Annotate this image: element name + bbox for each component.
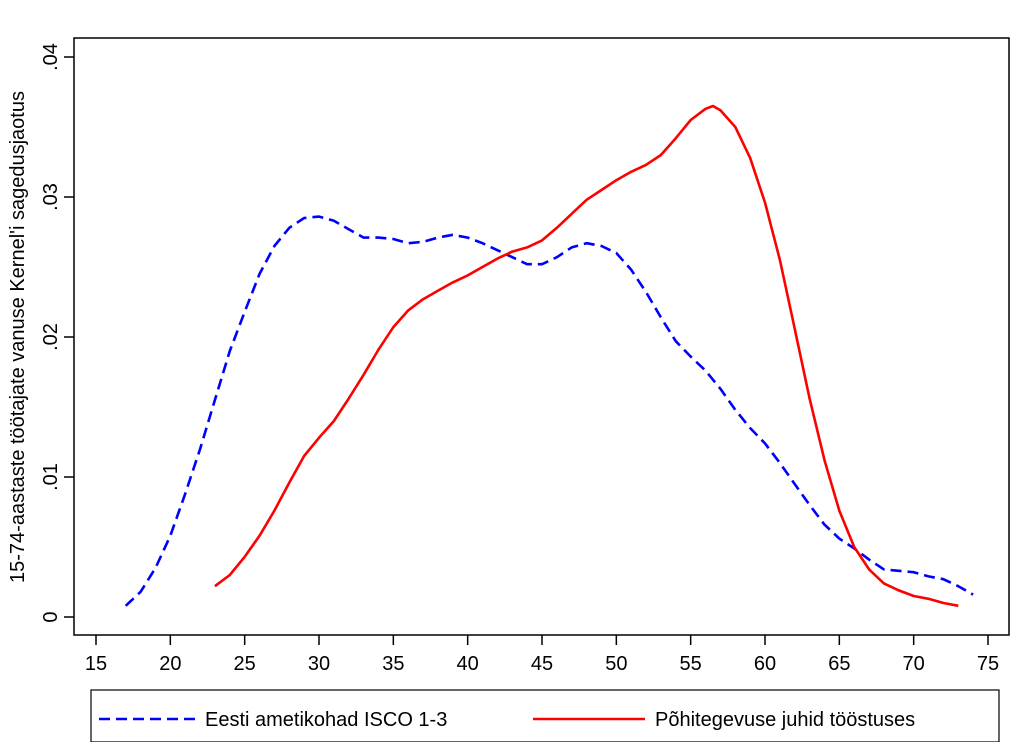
y-tick-label: 0	[40, 611, 62, 622]
x-tick-label: 20	[159, 653, 181, 675]
series-layer	[124, 104, 974, 608]
x-tick-label: 55	[680, 653, 702, 675]
x-tick-label: 60	[754, 653, 776, 675]
x-axis: 15 20 25 30 35 40 45 50 55 60 65 70 75	[85, 635, 999, 675]
x-tick-label: 25	[234, 653, 256, 675]
x-tick-label: 75	[977, 653, 999, 675]
legend-label-1: Põhitegevuse juhid tööstuses	[655, 709, 915, 731]
x-tick-label: 65	[828, 653, 850, 675]
y-tick-label: .04	[40, 43, 62, 71]
x-tick-label: 45	[531, 653, 553, 675]
x-tick-label: 40	[457, 653, 479, 675]
x-tick-label: 15	[85, 653, 107, 675]
legend: Eesti ametikohad ISCO 1-3 Põhitegevuse ju…	[90, 689, 1000, 742]
x-tick-label: 35	[382, 653, 404, 675]
y-axis: 0 .01 .02 .03 .04	[40, 43, 74, 623]
y-tick-label: .02	[40, 323, 62, 351]
plot-frame	[73, 37, 1010, 636]
series-line-0	[124, 215, 974, 607]
y-tick-label: .01	[40, 463, 62, 491]
series-line-1	[214, 104, 959, 608]
y-axis-label: 15-74-aastaste töötajate vanuse Kernel'i…	[7, 91, 29, 583]
x-tick-label: 30	[308, 653, 330, 675]
legend-label-0: Eesti ametikohad ISCO 1-3	[205, 709, 447, 731]
x-tick-label: 50	[605, 653, 627, 675]
y-tick-label: .03	[40, 183, 62, 211]
legend-box	[90, 689, 1000, 742]
x-tick-label: 70	[903, 653, 925, 675]
